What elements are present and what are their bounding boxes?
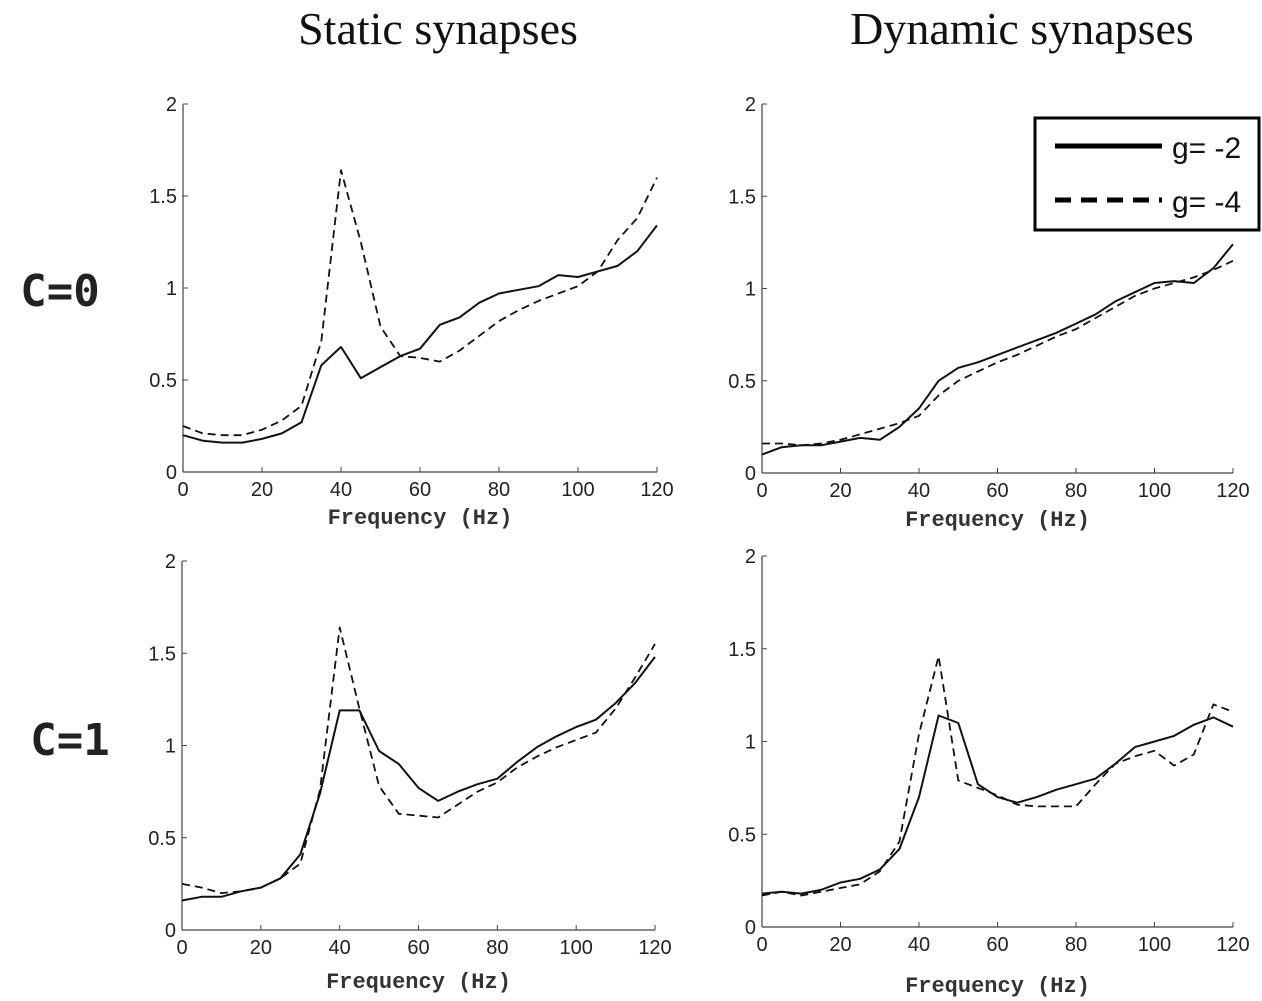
legend-box xyxy=(1033,116,1261,232)
series-line-g-minus-2 xyxy=(181,656,656,902)
x-tick-label: 60 xyxy=(407,937,429,959)
x-tick-label: 80 xyxy=(1065,480,1087,502)
legend-label-solid: g= -2 xyxy=(1172,132,1241,165)
x-tick-label: 80 xyxy=(488,479,510,501)
row-label-c0: C=0 xyxy=(20,266,99,317)
x-tick-label: 0 xyxy=(756,934,767,956)
y-tick-label: 2 xyxy=(165,551,176,573)
x-tick-label: 120 xyxy=(1216,480,1249,502)
series-line-g-minus-2 xyxy=(761,714,1234,895)
x-tick-label: 120 xyxy=(640,479,673,501)
y-tick-label: 0 xyxy=(745,463,756,485)
x-tick-label: 20 xyxy=(829,934,851,956)
x-tick-label: 0 xyxy=(756,480,767,502)
y-tick-label: 0 xyxy=(745,917,756,939)
panel-static-c1: 0 20 40 60 80 100 120 0 0.5 1 1.5 2 Frequency (Hz) xyxy=(148,551,672,995)
x-axis-label: Frequency (Hz) xyxy=(905,974,1090,999)
panel-dynamic-c0: 0 20 40 60 80 100 120 0 0.5 1 1.5 2 Frequency (Hz) xyxy=(728,94,1250,533)
series-line-g-minus-4 xyxy=(761,655,1234,897)
y-tick-label: 1.5 xyxy=(148,643,176,665)
x-tick-label: 40 xyxy=(908,934,930,956)
x-tick-label: 60 xyxy=(986,934,1008,956)
column-title-dynamic: Dynamic synapses xyxy=(850,3,1194,54)
panel-dynamic-c1: 0 20 40 60 80 100 120 0 0.5 1 1.5 2 Frequency (Hz) xyxy=(728,546,1250,999)
x-tick-label: 40 xyxy=(908,480,930,502)
panel-static-c0: 0 20 40 60 80 100 120 0 0.5 1 1.5 2 Frequency (Hz) xyxy=(149,94,674,531)
x-tick-label: 20 xyxy=(250,937,272,959)
x-tick-label: 60 xyxy=(409,479,431,501)
x-axis-label: Frequency (Hz) xyxy=(328,506,513,531)
row-label-c1: C=1 xyxy=(30,715,109,766)
y-tick-label: 1 xyxy=(745,732,756,754)
y-tick-label: 1 xyxy=(166,278,177,300)
x-tick-label: 40 xyxy=(330,479,352,501)
x-tick-label: 20 xyxy=(251,479,273,501)
y-tick-label: 2 xyxy=(745,546,756,568)
series-line-g-minus-2 xyxy=(182,224,658,444)
y-tick-label: 0.5 xyxy=(149,370,177,392)
series-line-g-minus-4 xyxy=(181,626,656,894)
x-axis-label: Frequency (Hz) xyxy=(326,970,511,995)
legend: g= -2 g= -4 xyxy=(1033,116,1261,232)
y-tick-label: 0 xyxy=(166,462,177,484)
x-tick-label: 40 xyxy=(329,937,351,959)
x-tick-label: 100 xyxy=(1138,480,1171,502)
series-line-g-minus-2 xyxy=(761,243,1234,456)
x-tick-label: 0 xyxy=(176,937,187,959)
y-tick-label: 1.5 xyxy=(728,639,756,661)
x-tick-label: 0 xyxy=(177,479,188,501)
y-tick-label: 1.5 xyxy=(149,186,177,208)
x-tick-label: 60 xyxy=(986,480,1008,502)
y-tick-label: 0.5 xyxy=(148,828,176,850)
y-tick-label: 1.5 xyxy=(728,186,756,208)
x-tick-label: 80 xyxy=(486,937,508,959)
y-tick-label: 0.5 xyxy=(728,371,756,393)
x-tick-label: 20 xyxy=(829,480,851,502)
x-tick-label: 100 xyxy=(559,937,592,959)
x-tick-label: 120 xyxy=(1216,934,1249,956)
x-tick-label: 80 xyxy=(1065,934,1087,956)
y-tick-label: 2 xyxy=(745,94,756,116)
y-tick-label: 0 xyxy=(165,920,176,942)
x-axis-label: Frequency (Hz) xyxy=(905,508,1090,533)
y-tick-label: 1 xyxy=(745,279,756,301)
legend-label-dashed: g= -4 xyxy=(1172,186,1241,219)
y-tick-label: 0.5 xyxy=(728,824,756,846)
series-line-g-minus-4 xyxy=(182,169,658,437)
y-tick-label: 1 xyxy=(165,736,176,758)
series-line-g-minus-4 xyxy=(762,259,1234,447)
x-tick-label: 120 xyxy=(638,937,671,959)
y-tick-label: 2 xyxy=(166,94,177,116)
x-tick-label: 100 xyxy=(1138,934,1171,956)
x-tick-label: 100 xyxy=(561,479,594,501)
column-title-static: Static synapses xyxy=(298,3,578,54)
